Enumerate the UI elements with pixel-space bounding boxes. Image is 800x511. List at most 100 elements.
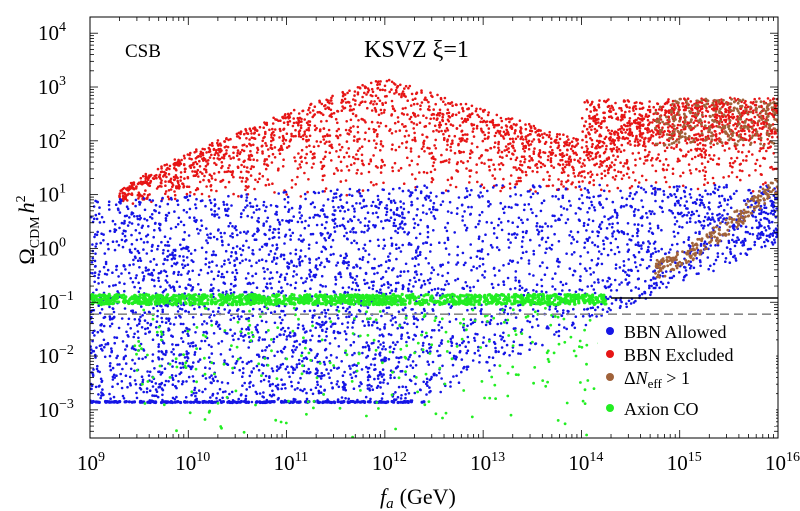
bbn-excluded-point (753, 140, 756, 144)
bbn-allowed-point (333, 322, 337, 326)
bbn-excluded-point (695, 167, 698, 171)
bbn-allowed-point (182, 223, 186, 227)
bbn-allowed-point (241, 248, 245, 252)
bbn-excluded-point (307, 120, 311, 123)
bbn-allowed-point (233, 332, 237, 335)
bbn-allowed-point (199, 268, 203, 272)
bbn-excluded-point (632, 109, 635, 112)
bbn-allowed-point (297, 381, 300, 385)
bbn-allowed-point (266, 216, 270, 220)
bbn-allowed-point (131, 280, 135, 284)
bbn-excluded-point (512, 140, 515, 144)
bbn-allowed-point (142, 275, 146, 278)
bbn-allowed-point (396, 340, 399, 344)
bbn-excluded-point (391, 166, 394, 169)
bbn-allowed-point (154, 382, 158, 385)
bbn-allowed-point (171, 343, 174, 346)
bbn-allowed-point (174, 225, 178, 229)
bbn-allowed-point (384, 359, 387, 362)
bbn-excluded-point (721, 144, 724, 147)
bbn-excluded-point (457, 142, 460, 146)
bbn-allowed-point (102, 338, 106, 342)
bbn-allowed-point (161, 252, 165, 255)
bbn-excluded-point (487, 158, 491, 162)
bbn-allowed-point (245, 388, 248, 391)
bbn-excluded-point (634, 107, 638, 111)
bbn-allowed-point (112, 316, 116, 319)
bbn-allowed-point (238, 247, 242, 250)
bbn-allowed-point (197, 389, 201, 392)
bbn-allowed-point (418, 253, 422, 256)
bbn-excluded-point (363, 119, 366, 122)
bbn-excluded-point (272, 138, 275, 142)
bbn-excluded-point (476, 145, 479, 149)
bbn-allowed-point (410, 203, 414, 207)
bbn-allowed-point (412, 217, 416, 221)
bbn-excluded-point (301, 109, 304, 113)
bbn-excluded-point (459, 102, 463, 106)
bbn-excluded-point (701, 111, 704, 114)
bbn-allowed-point (413, 391, 417, 395)
bbn-excluded-point (506, 130, 509, 133)
bbn-excluded-point (715, 114, 719, 117)
bbn-allowed-point (224, 390, 227, 393)
bbn-excluded-point (735, 131, 738, 135)
bbn-allowed-point (193, 351, 197, 354)
bbn-allowed-point (391, 317, 395, 320)
bbn-excluded-point (600, 126, 603, 129)
bbn-allowed-point (359, 221, 362, 224)
bbn-excluded-point (351, 112, 355, 116)
bbn-allowed-point (171, 396, 175, 400)
bbn-allowed-point (117, 275, 120, 278)
bbn-allowed-point (270, 367, 274, 370)
bbn-excluded-point (284, 116, 287, 120)
bbn-excluded-point (409, 115, 413, 119)
bbn-allowed-point (363, 278, 366, 282)
bbn-allowed-point (201, 199, 204, 202)
bbn-allowed-point (326, 198, 330, 201)
bbn-allowed-point (166, 249, 170, 253)
bbn-excluded-point (381, 88, 385, 92)
bbn-allowed-point (347, 397, 351, 401)
bbn-excluded-point (747, 123, 750, 126)
bbn-excluded-point (561, 155, 564, 159)
bbn-excluded-point (232, 192, 235, 196)
bbn-excluded-point (732, 123, 735, 127)
bbn-allowed-point (402, 202, 406, 205)
bbn-excluded-point (344, 128, 348, 132)
bbn-excluded-point (676, 160, 679, 163)
bbn-allowed-point (95, 242, 98, 246)
bbn-excluded-point (499, 189, 502, 193)
bbn-excluded-point (585, 127, 589, 131)
bbn-allowed-point (223, 259, 226, 263)
bbn-allowed-point (130, 222, 134, 225)
bbn-excluded-point (643, 148, 647, 152)
bbn-excluded-point (574, 186, 578, 189)
bbn-excluded-point (497, 163, 501, 166)
bbn-excluded-point (322, 127, 326, 130)
bbn-allowed-point (245, 362, 249, 365)
bbn-allowed-point (210, 213, 214, 216)
bbn-excluded-point (691, 114, 694, 118)
bbn-allowed-point (376, 238, 380, 242)
bbn-excluded-point (349, 104, 352, 108)
bbn-excluded-point (317, 144, 320, 148)
bbn-excluded-point (345, 140, 349, 143)
bbn-excluded-point (226, 145, 230, 149)
bbn-excluded-point (205, 185, 208, 188)
bbn-allowed-point (315, 321, 319, 325)
bbn-excluded-point (412, 111, 415, 115)
bbn-excluded-point (499, 116, 503, 120)
bbn-excluded-point (195, 162, 199, 166)
bbn-excluded-point (671, 167, 675, 171)
bbn-allowed-point (403, 321, 406, 325)
bbn-allowed-point (293, 388, 297, 391)
bbn-allowed-point (93, 265, 97, 268)
bbn-allowed-point (287, 371, 290, 374)
bbn-allowed-point (414, 188, 418, 192)
bbn-excluded-point (424, 124, 428, 128)
bbn-excluded-point (124, 187, 128, 191)
bbn-allowed-point (231, 246, 235, 250)
bbn-allowed-point (337, 385, 341, 389)
bbn-allowed-point (303, 192, 307, 196)
